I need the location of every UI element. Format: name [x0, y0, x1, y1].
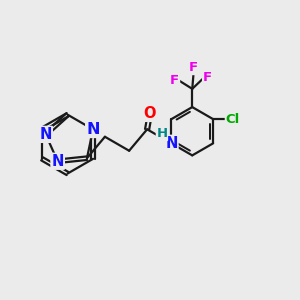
Text: N: N — [86, 122, 100, 137]
Text: F: F — [189, 61, 198, 74]
Text: O: O — [144, 106, 156, 121]
Text: Cl: Cl — [226, 113, 240, 126]
Text: N: N — [40, 127, 52, 142]
Text: F: F — [170, 74, 179, 86]
Text: N: N — [52, 154, 64, 169]
Text: H: H — [156, 128, 167, 140]
Text: N: N — [165, 136, 178, 151]
Text: F: F — [203, 70, 212, 84]
